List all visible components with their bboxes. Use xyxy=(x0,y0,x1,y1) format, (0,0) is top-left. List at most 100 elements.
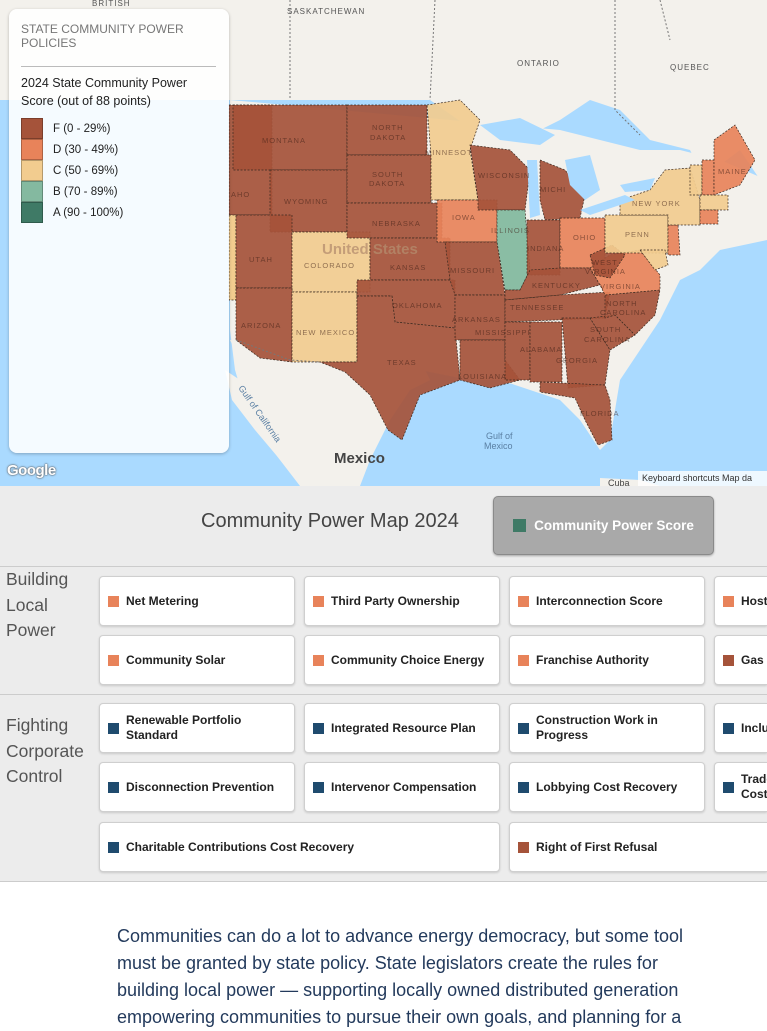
label-wyoming: WYOMING xyxy=(284,197,329,206)
option-lobbying-cost-recovery[interactable]: Lobbying Cost Recovery xyxy=(509,762,705,812)
label-maine: MAINE xyxy=(718,167,747,176)
label-north-carolina-2: CAROLINA xyxy=(600,308,646,317)
label-tennessee: TENNESSEE xyxy=(510,303,564,312)
label-south-carolina-2: CAROLINA xyxy=(584,335,630,344)
label-montana: MONTANA xyxy=(262,136,306,145)
option-interconnection-score[interactable]: Interconnection Score xyxy=(509,576,705,626)
option-community-solar[interactable]: Community Solar xyxy=(99,635,295,685)
state-alabama[interactable] xyxy=(529,321,563,383)
option-label: Inclu xyxy=(741,720,767,735)
orange-square-icon xyxy=(723,595,734,607)
state-illinois[interactable] xyxy=(496,209,531,291)
label-minnesota: MINNESOT xyxy=(425,148,473,157)
option-label: Trade Cost xyxy=(741,772,767,801)
state-new-hampshire[interactable] xyxy=(701,159,715,196)
lake-ontario xyxy=(620,178,655,192)
label-arkansas: ARKANSAS xyxy=(452,315,501,324)
state-arizona[interactable] xyxy=(235,287,293,363)
legend-label: D (30 - 49%) xyxy=(53,143,119,156)
state-new-jersey[interactable] xyxy=(667,224,681,256)
lake-superior xyxy=(480,118,555,145)
state-west-virginia[interactable] xyxy=(589,244,626,279)
navy-square-icon xyxy=(313,781,324,793)
navy-square-icon xyxy=(723,781,734,793)
navy-square-icon xyxy=(723,722,734,734)
state-nebraska[interactable] xyxy=(346,202,443,239)
legend-swatch xyxy=(21,139,43,160)
label-virginia: VIRGINIA xyxy=(600,282,641,291)
label-alabama: ALABAMA xyxy=(520,345,562,354)
option-label: Host xyxy=(741,593,767,608)
option-label: Gas xyxy=(741,652,764,667)
option-label: Integrated Resource Plan xyxy=(331,720,476,735)
option-label: Net Metering xyxy=(126,593,199,608)
option-label: Lobbying Cost Recovery xyxy=(536,779,678,794)
option-label: Interconnection Score xyxy=(536,593,663,608)
state-nevada-utah-edge[interactable] xyxy=(228,214,237,301)
state-georgia[interactable] xyxy=(561,317,611,389)
label-west-virginia-2: VIRGINIA xyxy=(585,267,626,276)
option-disconnection-prevention[interactable]: Disconnection Prevention xyxy=(99,762,295,812)
option-inclu[interactable]: Inclu xyxy=(714,703,767,753)
state-south-dakota[interactable] xyxy=(346,154,432,204)
option-label: Renewable Portfolio Standard xyxy=(126,713,242,742)
navy-square-icon xyxy=(108,781,119,793)
keyboard-shortcuts-link[interactable]: Keyboard shortcuts Map da xyxy=(638,471,767,486)
option-charitable-contributions-cost-recovery[interactable]: Charitable Contributions Cost Recovery xyxy=(99,822,500,872)
state-florida[interactable] xyxy=(539,381,613,446)
option-renewable-portfolio-standard[interactable]: Renewable Portfolio Standard xyxy=(99,703,295,753)
state-connecticut[interactable] xyxy=(699,209,719,225)
legend-title: STATE COMMUNITY POWER POLICIES xyxy=(21,22,184,50)
option-third-party-ownership[interactable]: Third Party Ownership xyxy=(304,576,500,626)
panel-title: Community Power Map 2024 xyxy=(201,510,459,532)
option-label: Charitable Contributions Cost Recovery xyxy=(126,839,355,854)
label-united-states: United States xyxy=(322,241,418,258)
legend-swatch xyxy=(21,160,43,181)
navy-square-icon xyxy=(108,722,119,734)
article-line: building local power — supporting locall… xyxy=(117,980,679,1000)
community-power-score-button[interactable]: Community Power Score xyxy=(493,496,714,555)
state-maine[interactable] xyxy=(713,124,756,196)
option-net-metering[interactable]: Net Metering xyxy=(99,576,295,626)
map-canvas[interactable]: BRITISH SASKATCHEWAN ONTARIO QUEBEC MONT… xyxy=(0,0,767,486)
option-label: Construction Work in Progress xyxy=(536,713,658,742)
state-minnesota[interactable] xyxy=(426,99,481,201)
option-construction-work-in-progress[interactable]: Construction Work in Progress xyxy=(509,703,705,753)
state-massachusetts[interactable] xyxy=(699,194,729,211)
state-north-dakota[interactable] xyxy=(346,104,428,156)
state-kentucky[interactable] xyxy=(504,267,601,301)
option-franchise-authority[interactable]: Franchise Authority xyxy=(509,635,705,685)
section-label-building: Building Local Power xyxy=(6,569,69,640)
label-colorado: COLORADO xyxy=(304,261,355,270)
state-mississippi[interactable] xyxy=(504,321,531,381)
legend-divider xyxy=(21,66,216,67)
label-new-york: NEW YORK xyxy=(632,199,681,208)
option-right-of-first-refusal[interactable]: Right of First Refusal xyxy=(509,822,767,872)
label-illinois: ILLINOIS xyxy=(491,226,530,235)
state-utah[interactable] xyxy=(235,214,293,289)
option-gas[interactable]: Gas xyxy=(714,635,767,685)
google-logo[interactable]: Google xyxy=(7,462,56,479)
policy-panel: Community Power Map 2024 Community Power… xyxy=(0,486,767,882)
state-maryland[interactable] xyxy=(639,249,669,271)
community-power-map[interactable]: BRITISH SASKATCHEWAN ONTARIO QUEBEC MONT… xyxy=(0,0,767,486)
state-texas[interactable] xyxy=(319,295,461,441)
state-new-mexico[interactable] xyxy=(291,291,358,363)
option-trade-cost[interactable]: Trade Cost xyxy=(714,762,767,812)
label-utah: UTAH xyxy=(249,255,273,264)
label-north-carolina-1: NORTH xyxy=(606,299,638,308)
state-north-carolina[interactable] xyxy=(604,289,661,336)
land-baja xyxy=(225,370,292,462)
panel-header: Community Power Map 2024 Community Power… xyxy=(0,486,767,567)
option-integrated-resource-plan[interactable]: Integrated Resource Plan xyxy=(304,703,500,753)
option-community-choice-energy[interactable]: Community Choice Energy xyxy=(304,635,500,685)
state-montana[interactable] xyxy=(232,104,348,171)
state-tennessee[interactable] xyxy=(504,291,611,323)
lake-huron-erie xyxy=(565,155,635,215)
label-kentucky: KENTUCKY xyxy=(532,281,581,290)
option-host[interactable]: Host xyxy=(714,576,767,626)
state-vermont[interactable] xyxy=(689,164,703,196)
label-south-dakota-2: DAKOTA xyxy=(369,179,405,188)
option-intervenor-compensation[interactable]: Intervenor Compensation xyxy=(304,762,500,812)
orange-square-icon xyxy=(313,654,324,666)
